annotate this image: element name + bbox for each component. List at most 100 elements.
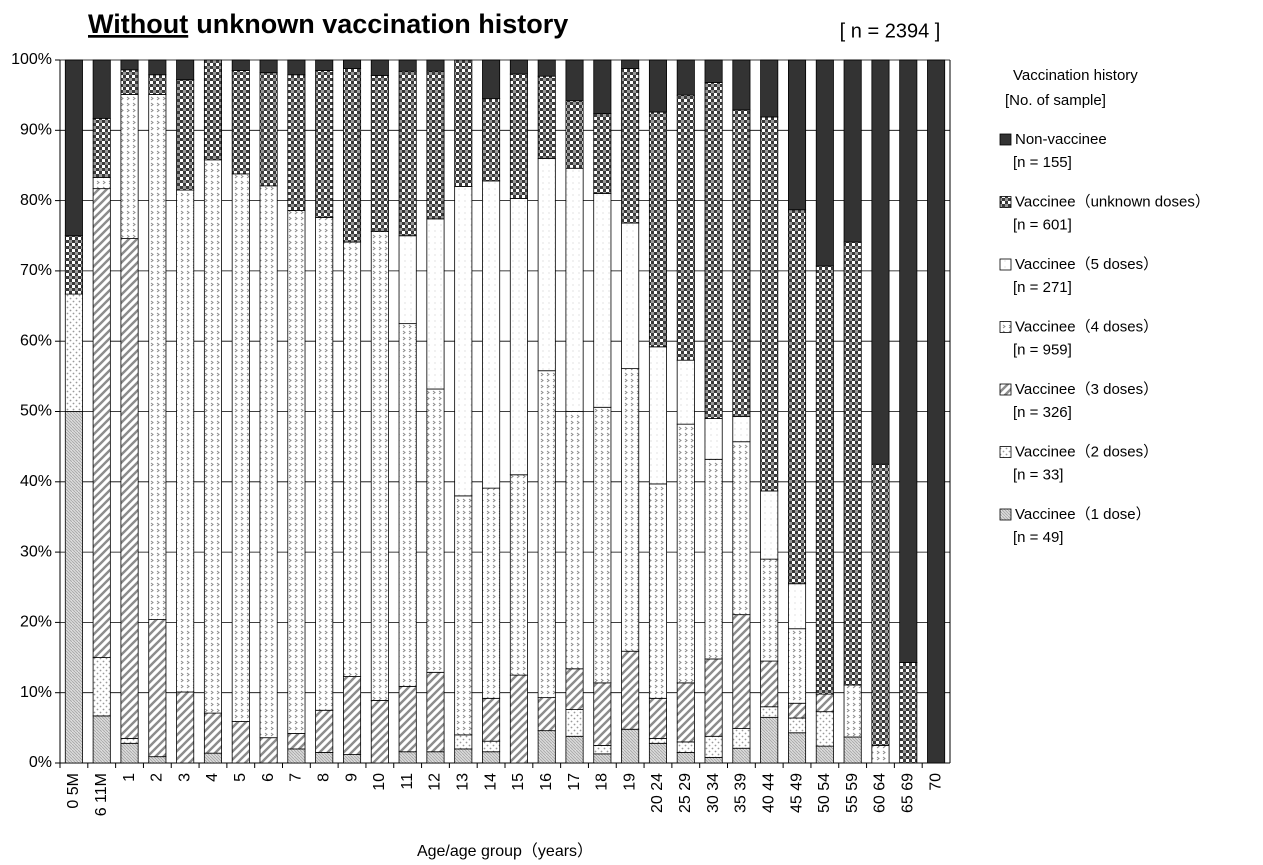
bar-segment [871,745,890,764]
legend-count: [n = 601] [1013,216,1072,233]
bar-segment [92,59,111,119]
bar-segment [760,660,779,708]
bar-segment [788,59,807,211]
bar-segment [259,59,278,74]
annotation: [ n = 2394 ] [840,20,941,42]
x-tick-label: 17 [566,773,583,791]
bar-segment [732,109,751,417]
bar-segment [648,737,667,744]
bar-segment [621,650,640,730]
bar-segment [259,737,278,764]
bar-segment [120,742,139,764]
bar-segment [343,754,362,764]
bar-segment [704,418,723,460]
bar-segment [120,59,139,71]
x-tick-label: 15 [510,773,527,791]
bar-segment [565,735,584,764]
bar-segment [176,79,195,191]
x-tick-label: 4 [204,773,221,782]
y-tick-label: 100% [11,51,52,68]
bar-segment [732,747,751,764]
bar-segment [621,222,640,370]
bar-segment [454,186,473,497]
y-tick-label: 20% [20,614,52,631]
bar-segment [454,748,473,764]
bar-segment [704,59,723,83]
x-tick-label: 9 [343,773,360,782]
bar-segment [203,159,222,714]
bar-segment [176,189,195,693]
legend-swatch [999,446,1012,458]
x-axis-label: Age/age group（years） [417,842,593,860]
bar-segment [287,733,306,750]
bar-segment [788,732,807,764]
legend-count: [n = 326] [1013,404,1072,421]
bar-segment [760,490,779,560]
bar-segment [315,59,334,71]
x-tick-label: 7 [288,773,305,782]
bar-segment [899,59,918,663]
bar-segment [398,235,417,325]
x-tick-label: 14 [482,773,499,791]
bar-segment [704,458,723,660]
bar-segment [537,370,556,699]
bar-segment [815,693,834,713]
bar-segment [454,734,473,750]
x-tick-label: 45 49 [788,773,805,813]
legend-swatch [999,383,1012,396]
bar-segment [732,441,751,616]
bar-segment [899,662,918,764]
bar-segment [788,209,807,585]
bar-segment [231,70,250,175]
bar-segment [871,59,890,465]
bar-segment [287,210,306,734]
bar-segment [482,487,501,699]
chart-title: Without unknown vaccination history [88,9,568,39]
bar-segment [537,730,556,764]
bar-segment [815,711,834,747]
bar-segment [203,59,222,161]
bar-segment [482,180,501,489]
legend-count: [n = 959] [1013,341,1072,358]
bar-segment [732,416,751,443]
y-tick-label: 40% [20,473,52,490]
x-tick-label: 3 [176,773,193,782]
x-tick-label: 8 [315,773,332,782]
bar-segment [482,740,501,753]
bar-segment [287,59,306,76]
bar-segment [148,619,167,758]
legend-swatch [999,508,1012,521]
bar-segment [148,74,167,95]
bar-segment [92,188,111,658]
bar-segment [676,752,695,764]
bar-segment [92,117,111,178]
bar-segment [120,94,139,239]
y-tick-label: 0% [29,754,52,771]
bar-segment [64,411,83,764]
x-tick-label: 20 24 [649,773,666,813]
bar-segment [788,702,807,719]
legend-label: Vaccinee（3 doses） [1015,381,1158,398]
x-tick-label: 2 [149,773,166,782]
bar-segment [843,736,862,764]
bar-segment [454,59,473,187]
bar-segment [509,73,528,199]
bar-segment [593,113,612,194]
bar-segment [315,70,334,218]
bar-segment [398,751,417,764]
bar-segment [565,167,584,412]
bar-segment [370,75,389,232]
bar-segment [760,116,779,492]
y-tick-label: 60% [20,332,52,349]
bar-segment [343,241,362,677]
legend-swatch [999,133,1012,146]
bar-segment [426,70,445,220]
bar-segment [426,388,445,673]
x-tick-label: 5 [232,773,249,782]
bar-segment [871,463,890,746]
bar-segment [648,111,667,348]
bar-segment [815,59,834,267]
bar-segment [315,752,334,764]
bar-segment [537,75,556,159]
x-tick-label: 1 [121,773,138,782]
